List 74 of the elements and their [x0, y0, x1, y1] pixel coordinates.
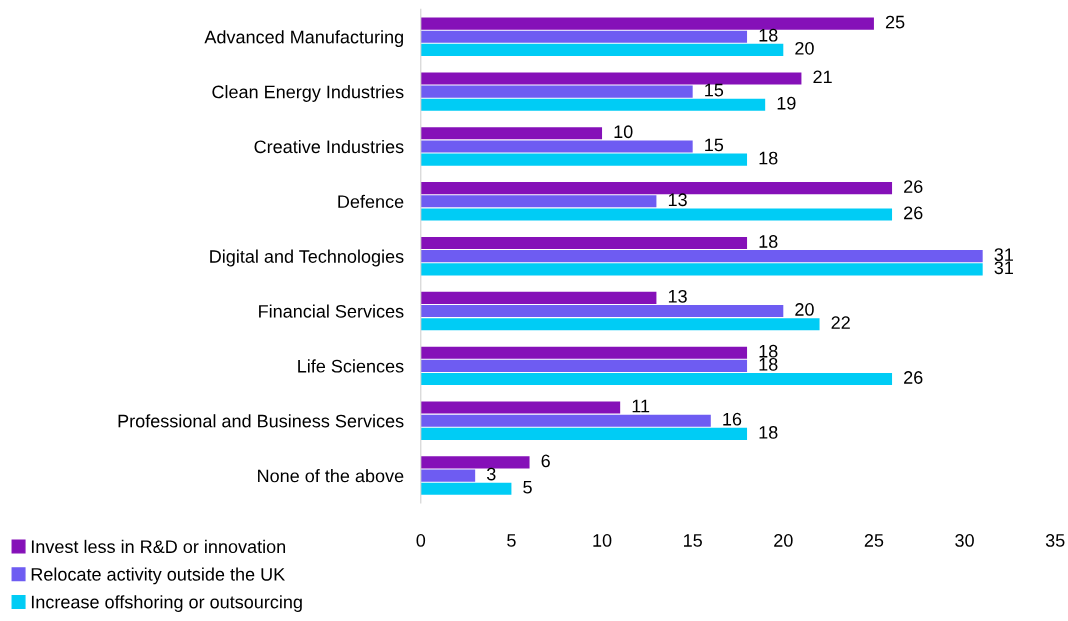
data-label: 18: [759, 425, 778, 439]
y-tick-label: Defence: [338, 194, 404, 209]
legend-label: Invest less in R&D or innovation: [31, 539, 286, 554]
bar: [420, 72, 802, 85]
data-label: 13: [668, 289, 687, 303]
data-label: 16: [723, 412, 742, 426]
data-label: 18: [759, 357, 778, 371]
bar: [420, 195, 657, 208]
x-tick-label: 10: [593, 534, 612, 547]
bar: [420, 30, 748, 43]
bar: [420, 482, 512, 495]
data-label: 26: [904, 180, 923, 193]
data-label: 31: [994, 248, 1013, 262]
data-label: 18: [759, 235, 778, 248]
bar: [420, 372, 893, 386]
legend-label: Increase offshoring or outsourcing: [31, 595, 302, 612]
x-tick-label: 5: [507, 534, 516, 547]
bar: [420, 250, 983, 263]
data-label: 22: [831, 316, 850, 329]
x-tick-label: 15: [684, 534, 702, 547]
bar: [420, 427, 748, 440]
data-label: 25: [885, 15, 905, 29]
data-label: 18: [759, 151, 778, 165]
data-label: 26: [904, 371, 923, 384]
data-label: 15: [705, 138, 724, 152]
bar: [420, 98, 766, 111]
y-tick-label: Creative Industries: [254, 139, 404, 154]
bar: [420, 304, 784, 318]
data-label: 6: [541, 454, 550, 468]
data-label: 10: [614, 125, 633, 139]
data-label: 31: [994, 261, 1013, 275]
data-label: 26: [904, 206, 923, 220]
y-tick-label: Financial Services: [259, 304, 404, 318]
bar: [420, 182, 893, 195]
y-tick-label: Professional and Business Services: [118, 414, 404, 428]
y-tick-label: Life Sciences: [298, 359, 404, 373]
data-label: 3: [486, 467, 496, 481]
bar: [420, 17, 874, 30]
x-tick-label: 30: [955, 534, 974, 547]
bar: [420, 469, 476, 482]
data-label: 5: [523, 481, 532, 494]
data-label: 20: [795, 41, 814, 55]
bar: [420, 318, 820, 331]
bar: [420, 208, 893, 221]
y-tick-label: Advanced Manufacturing: [204, 30, 403, 48]
data-label: 11: [632, 399, 650, 413]
data-label: 13: [668, 193, 687, 207]
x-tick-label: 25: [864, 534, 884, 547]
x-tick-label: 20: [774, 534, 793, 547]
x-tick-label: 0: [416, 534, 426, 547]
bar: [420, 346, 748, 359]
bar: [420, 127, 603, 140]
x-tick-label: 35: [1045, 534, 1065, 547]
y-tick-label: Digital and Technologies: [210, 249, 404, 267]
y-tick-label: None of the above: [258, 469, 404, 483]
bar: [420, 153, 748, 166]
data-label: 20: [795, 303, 814, 316]
bar: [420, 85, 693, 98]
legend-label: Relocate activity outside the UK: [31, 567, 285, 585]
data-label: 15: [705, 83, 724, 97]
data-label: 18: [759, 28, 778, 42]
data-label: 21: [813, 70, 832, 84]
bar: [420, 291, 657, 304]
data-label: 19: [777, 96, 796, 110]
bar: [420, 401, 621, 414]
bar: [420, 236, 748, 250]
bar: [420, 43, 784, 56]
bar: [420, 359, 748, 372]
y-tick-label: Clean Energy Industries: [212, 85, 404, 102]
data-label: 18: [759, 344, 778, 358]
bar: [420, 140, 693, 153]
bar: [420, 263, 983, 276]
bar: [420, 414, 711, 427]
bar: [420, 456, 530, 469]
